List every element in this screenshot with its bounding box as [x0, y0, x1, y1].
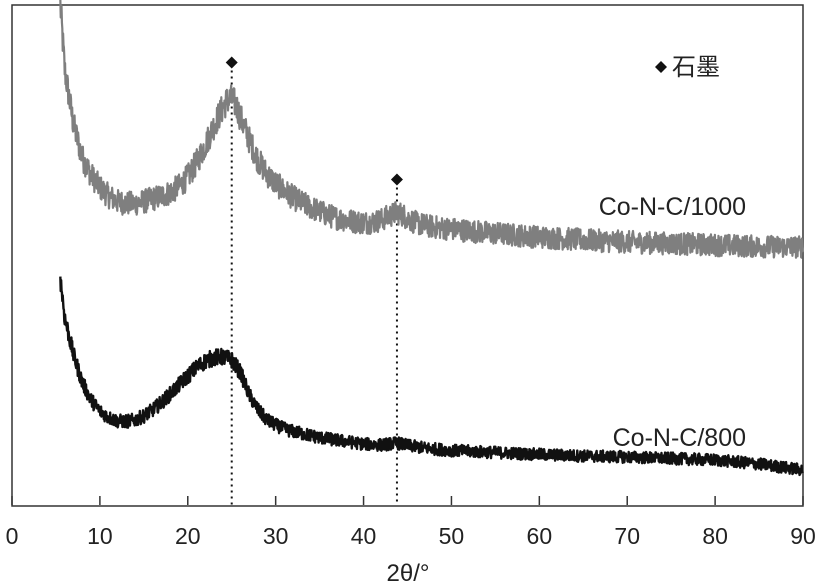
legend-label: 石墨: [672, 53, 720, 81]
diamond-marker-0: [225, 56, 238, 69]
x-tick-label-40: 40: [351, 523, 377, 549]
series-label-co-n-c-800: Co-N-C/800: [613, 424, 746, 452]
x-tick-label-20: 20: [175, 523, 201, 549]
x-tick-label-70: 70: [614, 523, 640, 549]
x-tick-label-30: 30: [263, 523, 289, 549]
x-tick-label-0: 0: [6, 523, 19, 549]
x-tick-label-60: 60: [527, 523, 553, 549]
series-label-co-n-c-1000: Co-N-C/1000: [599, 193, 746, 221]
x-axis: 0 10 20 30 40 50 60 70 80 90: [6, 496, 816, 549]
diamond-marker-1: [390, 173, 403, 186]
series-layer: [59, 0, 804, 477]
plot-frame: [11, 4, 804, 507]
x-tick-label-80: 80: [702, 523, 728, 549]
x-tick-label-50: 50: [439, 523, 465, 549]
series-line-co-n-c-800: [59, 276, 804, 477]
legend-diamond-icon: [655, 61, 667, 73]
x-tick-label-10: 10: [87, 523, 113, 549]
reference-lines: [230, 70, 398, 505]
x-tick-label-90: 90: [790, 523, 816, 549]
series-line-co-n-c-1000: [59, 0, 804, 259]
x-axis-title: 2θ/°: [387, 560, 430, 586]
legend: 石墨: [655, 53, 720, 81]
marker-layer: [225, 56, 403, 186]
